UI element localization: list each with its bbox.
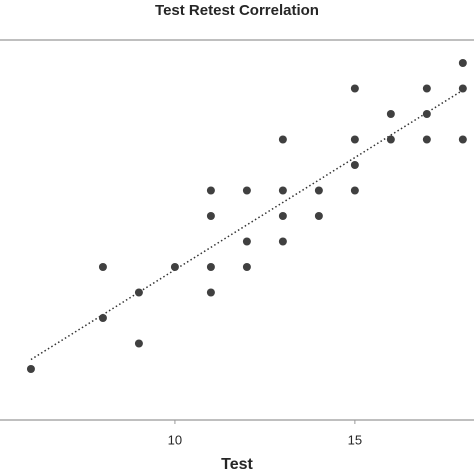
point bbox=[98, 314, 107, 322]
point bbox=[278, 212, 287, 220]
chart-title: Test Retest Correlation bbox=[155, 2, 319, 19]
x-axis-label: Test bbox=[221, 456, 253, 473]
point bbox=[242, 237, 251, 246]
point bbox=[422, 135, 431, 144]
point bbox=[314, 186, 323, 195]
point bbox=[422, 84, 431, 93]
point bbox=[134, 339, 143, 348]
point bbox=[278, 135, 287, 144]
point bbox=[206, 186, 215, 195]
point bbox=[170, 263, 179, 271]
point bbox=[386, 135, 395, 144]
point bbox=[350, 161, 359, 169]
point bbox=[314, 212, 323, 220]
point bbox=[206, 212, 215, 220]
point bbox=[458, 84, 467, 93]
point bbox=[98, 263, 107, 271]
point bbox=[350, 186, 359, 195]
point bbox=[134, 288, 143, 297]
point bbox=[350, 135, 359, 144]
point bbox=[422, 110, 431, 118]
x-tick-label: 10 bbox=[168, 432, 182, 447]
point bbox=[242, 263, 251, 271]
point bbox=[278, 186, 287, 195]
point bbox=[26, 365, 35, 373]
point bbox=[458, 59, 467, 67]
trendline bbox=[30, 89, 464, 361]
x-tick-label: 15 bbox=[348, 432, 362, 447]
point bbox=[206, 288, 215, 297]
point bbox=[242, 186, 251, 195]
point bbox=[278, 237, 287, 246]
point bbox=[350, 84, 359, 93]
point bbox=[458, 135, 467, 144]
point bbox=[386, 110, 395, 118]
point bbox=[206, 263, 215, 271]
